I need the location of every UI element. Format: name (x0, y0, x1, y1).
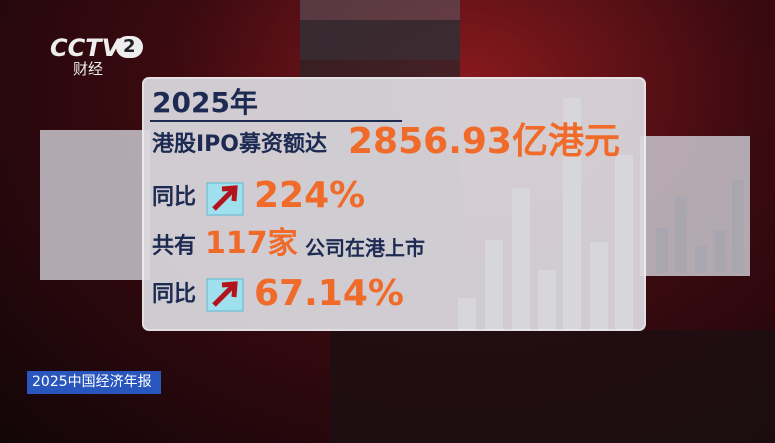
up-arrow-icon (206, 278, 244, 312)
logo-subtitle: 财经 (73, 60, 104, 78)
listing-prefix: 共有 (152, 234, 197, 259)
ipo-yoy-label: 同比 (152, 185, 197, 210)
program-label: 2025中国经济年报 (32, 374, 152, 390)
year: 2025年 (152, 86, 258, 119)
logo-number: 2 (116, 36, 143, 58)
ipo-label: 港股IPO募资额达 (152, 132, 328, 157)
ipo-yoy: 224% (254, 175, 366, 216)
listing-count: 117家 (205, 226, 298, 261)
ipo-amount: 2856.93亿港元 (348, 121, 620, 162)
listing-yoy-label: 同比 (152, 282, 197, 307)
listing-suffix: 公司在港上市 (305, 236, 425, 260)
logo-channel: CCTV (50, 34, 121, 62)
up-arrow-icon (206, 182, 244, 216)
listing-yoy: 67.14% (254, 273, 404, 314)
